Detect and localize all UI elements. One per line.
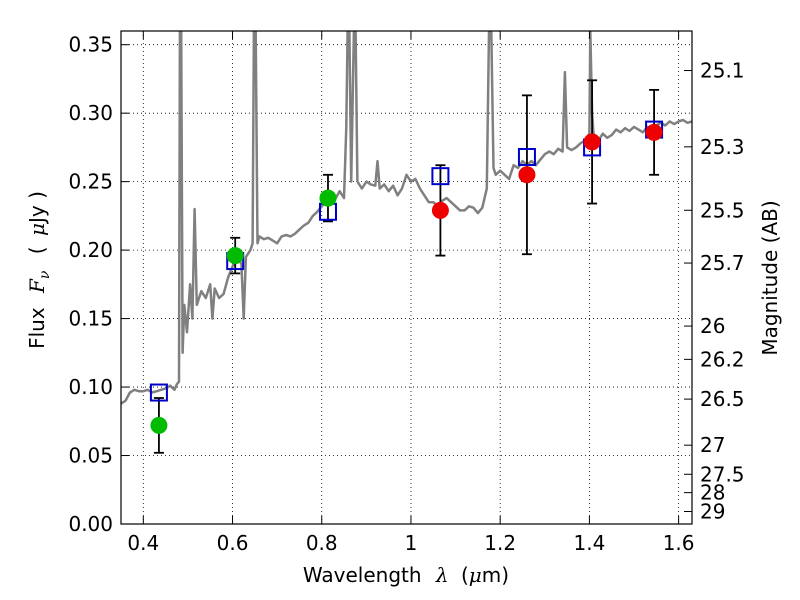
- plot-frame: [120, 30, 693, 525]
- y2-axis-label: Magnitude (AB): [758, 200, 782, 355]
- y-tick-label: 0.10: [68, 375, 113, 399]
- y-axis-symbol: F: [25, 278, 49, 294]
- x-axis-unit-rest: m): [482, 563, 509, 587]
- data-layer: [121, 31, 692, 405]
- x-axis-symbol: λ: [435, 563, 449, 587]
- model-point: [149, 383, 168, 402]
- x-axis-label-text: Wavelength: [303, 563, 422, 587]
- y2-tick-label: 27: [700, 433, 725, 457]
- observed-point-infrared: [645, 123, 663, 141]
- x-tick-label: 0.4: [127, 531, 159, 555]
- observed-point-infrared: [583, 133, 601, 151]
- x-tick-label: 0.8: [306, 531, 338, 555]
- plot-background: [121, 31, 692, 524]
- y2-tick-label: 25.7: [700, 251, 745, 275]
- x-axis-unit-open: (: [461, 563, 469, 587]
- y-axis-unit-mu: μ: [25, 223, 49, 236]
- spectrum-line: [121, 31, 692, 405]
- y2-tick-label: 27.5: [700, 462, 745, 486]
- x-tick-label: 1.6: [663, 531, 695, 555]
- observed-point-infrared: [431, 201, 449, 219]
- y-tick-label: 0.30: [68, 101, 113, 125]
- y-axis-label-text: Flux: [25, 307, 49, 349]
- y2-tick-label: 29: [700, 500, 725, 524]
- marker-layer: [149, 79, 664, 454]
- y-axis-label: Flux Fν ( μJy ): [25, 191, 54, 349]
- observed-point-infrared: [518, 166, 536, 184]
- observed-point-optical: [319, 189, 337, 207]
- tick-labels: 0.4 0.6 0.8 1 1.2 1.4 1.6 0.00 0.05 0.10 0.15 0.20 0…: [68, 33, 744, 555]
- y-tick-label: 0.20: [68, 238, 113, 262]
- y-axis-subscript: ν: [37, 270, 53, 279]
- y-tick-label: 0.25: [68, 170, 113, 194]
- model-point: [431, 167, 450, 186]
- y2-tick-label: 26: [700, 314, 725, 338]
- y-tick-label: 0.35: [68, 33, 113, 57]
- x-axis-label: Wavelength λ (μm): [303, 563, 509, 587]
- x-axis-unit-mu: μ: [469, 563, 482, 587]
- y2-tick-label: 26.2: [700, 347, 745, 371]
- observed-point-optical: [150, 416, 168, 434]
- x-tick-label: 1: [405, 531, 418, 555]
- y-tick-label: 0.05: [68, 444, 113, 468]
- y-tick-label: 0.00: [68, 512, 113, 536]
- y2-tick-label: 28: [700, 481, 725, 505]
- x-tick-label: 1.2: [484, 531, 516, 555]
- x-tick-label: 0.6: [217, 531, 249, 555]
- y-axis-unit-open: (: [25, 246, 49, 254]
- y-axis-unit-rest: Jy ): [25, 191, 49, 225]
- y2-tick-label: 25.5: [700, 198, 745, 222]
- observed-point-optical: [226, 247, 244, 265]
- y2-tick-label: 25.3: [700, 135, 745, 159]
- tick-marks: [121, 31, 692, 525]
- model-point: [517, 147, 536, 166]
- y2-tick-label: 26.5: [700, 387, 745, 411]
- x-tick-label: 1.4: [573, 531, 605, 555]
- y2-tick-label: 25.1: [700, 59, 745, 83]
- y-tick-label: 0.15: [68, 307, 113, 331]
